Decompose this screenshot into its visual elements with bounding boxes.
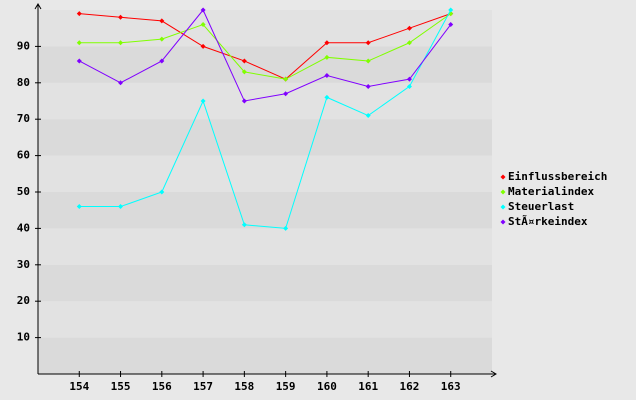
grid-band <box>38 155 492 192</box>
data-point <box>118 204 124 210</box>
data-point <box>200 98 206 104</box>
data-point <box>241 69 247 75</box>
data-point <box>324 94 330 100</box>
x-axis-arrow <box>490 370 497 378</box>
data-point <box>200 43 206 49</box>
data-point <box>200 22 206 28</box>
data-point <box>241 222 247 228</box>
data-point <box>324 40 330 46</box>
data-point <box>159 189 165 195</box>
y-tick-label: 70 <box>17 112 30 125</box>
grid-band <box>38 119 492 156</box>
data-point <box>406 83 412 89</box>
data-point <box>76 204 82 210</box>
data-point <box>365 83 371 89</box>
legend-label: Einflussbereich <box>508 170 607 183</box>
grid-band <box>38 10 492 47</box>
data-point <box>76 40 82 46</box>
data-point <box>118 40 124 46</box>
data-point <box>365 113 371 119</box>
grid-band <box>38 228 492 265</box>
data-point <box>365 40 371 46</box>
x-tick-label: 155 <box>111 380 131 393</box>
y-tick-label: 30 <box>17 258 30 271</box>
data-point <box>283 91 289 97</box>
x-tick-label: 161 <box>358 380 378 393</box>
data-point <box>241 98 247 104</box>
legend-label: StÃ¤rkeindex <box>508 215 588 228</box>
data-point <box>365 58 371 64</box>
y-tick-label: 50 <box>17 185 30 198</box>
grid-band <box>38 301 492 338</box>
data-point <box>324 54 330 60</box>
y-axis-arrow <box>34 3 42 10</box>
legend-marker <box>500 204 506 210</box>
grid-band <box>38 46 492 83</box>
y-tick-label: 20 <box>17 294 30 307</box>
x-tick-label: 157 <box>193 380 213 393</box>
data-point <box>448 22 454 28</box>
x-tick-label: 154 <box>69 380 89 393</box>
legend-marker <box>500 189 506 195</box>
legend-label: Materialindex <box>508 185 594 198</box>
data-point <box>324 73 330 79</box>
series-line <box>79 13 451 80</box>
data-point <box>159 18 165 24</box>
data-point <box>448 7 454 13</box>
x-tick-label: 158 <box>234 380 254 393</box>
series-line <box>79 9 452 229</box>
grid-band <box>38 264 492 302</box>
x-tick-label: 159 <box>276 380 296 393</box>
data-point <box>200 7 206 13</box>
data-point <box>283 76 289 82</box>
data-point <box>406 25 412 31</box>
legend-marker <box>500 174 506 180</box>
data-point <box>76 11 82 17</box>
legend-label: Steuerlast <box>508 200 574 213</box>
data-point <box>159 58 165 64</box>
x-tick-label: 162 <box>400 380 420 393</box>
data-point <box>118 80 124 86</box>
data-point <box>118 14 124 20</box>
data-point <box>241 58 247 64</box>
x-tick-label: 156 <box>152 380 172 393</box>
data-point <box>406 40 412 46</box>
data-point <box>159 36 165 42</box>
data-point <box>406 76 412 82</box>
data-point <box>76 58 82 64</box>
y-tick-label: 10 <box>17 331 30 344</box>
grid-band <box>38 337 492 374</box>
legend-marker <box>500 219 506 225</box>
y-tick-label: 80 <box>17 76 30 89</box>
grid-band <box>38 82 492 120</box>
series-line <box>79 13 452 80</box>
grid-band <box>38 192 492 229</box>
data-point <box>283 225 289 231</box>
y-tick-label: 90 <box>17 39 30 52</box>
y-tick-label: 60 <box>17 149 30 162</box>
y-tick-label: 40 <box>17 221 30 234</box>
x-tick-label: 163 <box>441 380 461 393</box>
series-line <box>79 9 452 102</box>
x-tick-label: 160 <box>317 380 337 393</box>
